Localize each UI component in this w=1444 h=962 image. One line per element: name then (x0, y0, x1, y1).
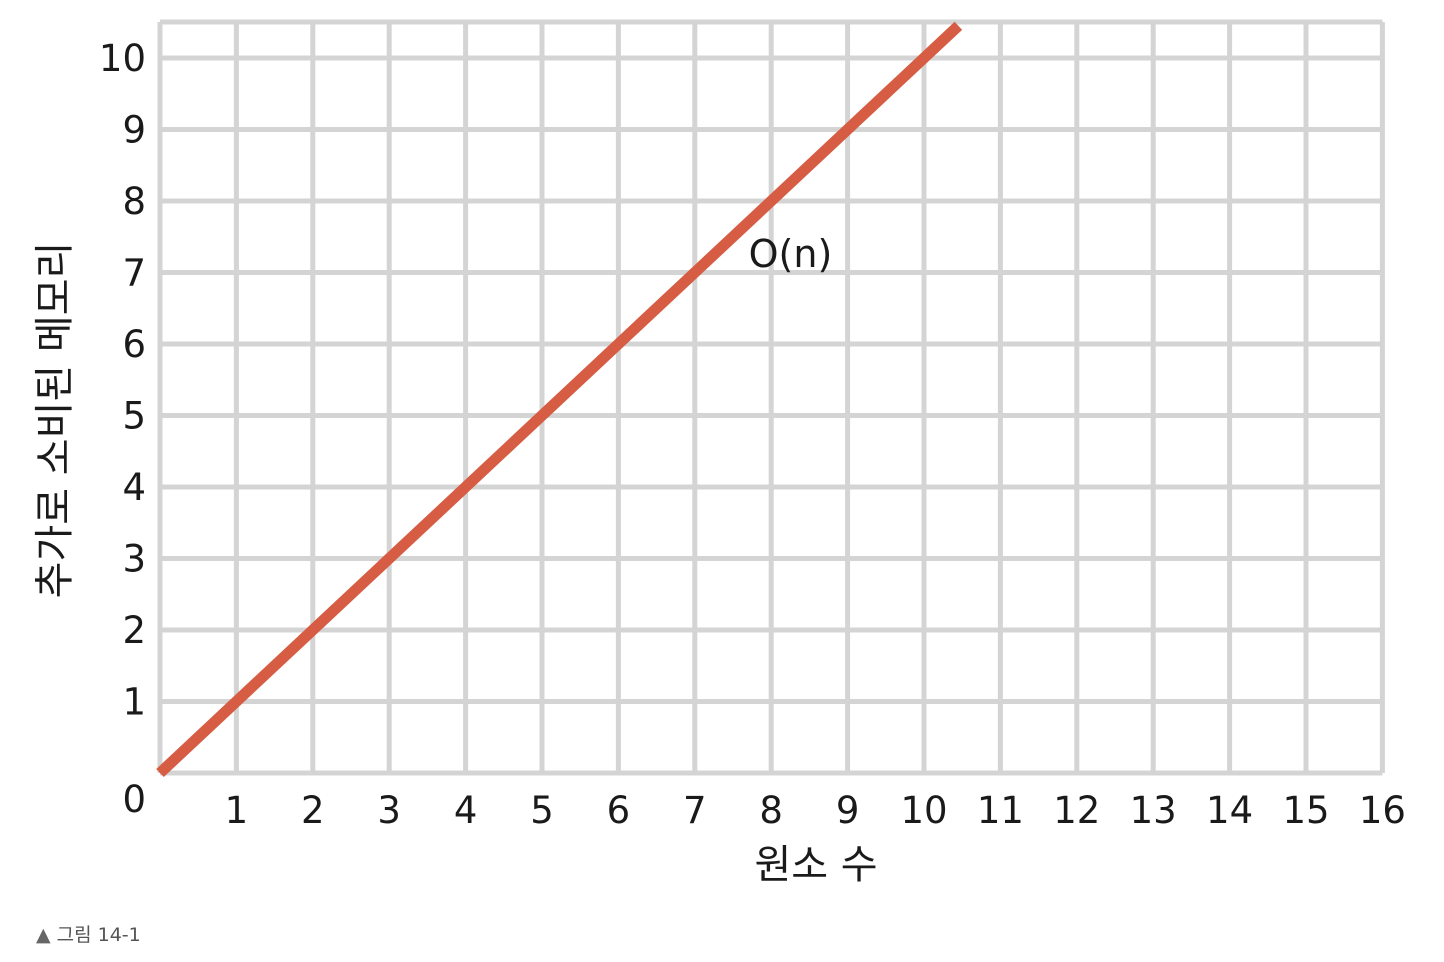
y-tick-label: 1 (122, 681, 146, 724)
x-tick-label: 12 (1053, 789, 1100, 832)
series-line-o-n (156, 21, 963, 778)
x-tick-label: 5 (530, 789, 554, 832)
x-tick-label: 15 (1282, 789, 1329, 832)
chart-grid (157, 19, 1385, 776)
annotations: O(n) (749, 232, 833, 276)
x-tick-label: 8 (759, 789, 783, 832)
y-tick-label: 10 (99, 37, 146, 80)
figure-caption: ▲ 그림 14-1 (36, 920, 141, 947)
y-tick-labels: 0 1 2 3 4 5 6 7 8 9 10 (99, 37, 146, 821)
x-tick-label: 16 (1359, 789, 1406, 832)
x-tick-labels: 1 2 3 4 5 6 7 8 9 10 11 12 13 14 15 16 (225, 789, 1406, 832)
x-axis-label: 원소 수 (754, 842, 877, 888)
caption-text: 그림 14-1 (56, 924, 141, 946)
series-annotation: O(n) (749, 232, 833, 276)
x-tick-label: 11 (977, 789, 1024, 832)
x-tick-label: 1 (225, 789, 249, 832)
y-tick-label: 3 (122, 538, 146, 581)
x-tick-label: 4 (454, 789, 478, 832)
x-tick-label: 14 (1206, 789, 1253, 832)
y-tick-label: 5 (122, 395, 146, 438)
y-tick-label: 8 (122, 180, 146, 223)
x-tick-label: 2 (301, 789, 325, 832)
y-axis-label: 추가로 소비된 메모리 (32, 242, 78, 599)
x-tick-label: 13 (1130, 789, 1177, 832)
y-tick-label: 9 (122, 109, 146, 152)
x-tick-label: 10 (900, 789, 947, 832)
y-tick-label: 6 (122, 323, 146, 366)
chart-series (156, 21, 963, 778)
x-tick-label: 3 (377, 789, 401, 832)
y-tick-label: 2 (122, 609, 146, 652)
y-tick-label: 0 (122, 778, 146, 821)
y-tick-label: 7 (122, 252, 146, 295)
x-tick-label: 7 (683, 789, 707, 832)
y-tick-label: 4 (122, 466, 146, 509)
x-tick-label: 6 (607, 789, 631, 832)
caption-triangle-icon: ▲ (36, 924, 51, 946)
x-tick-label: 9 (836, 789, 860, 832)
